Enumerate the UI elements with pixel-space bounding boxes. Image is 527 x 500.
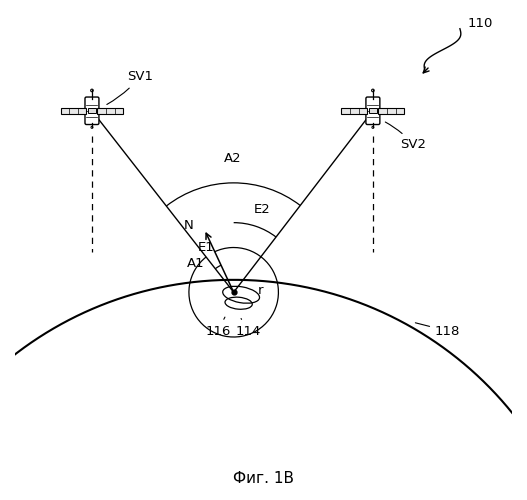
Text: 110: 110 <box>467 18 493 30</box>
Text: A1: A1 <box>187 258 204 270</box>
Bar <box>97 108 123 114</box>
Text: A2: A2 <box>225 152 242 166</box>
Text: Фиг. 1В: Фиг. 1В <box>233 471 294 486</box>
Text: N: N <box>183 218 193 232</box>
Bar <box>378 108 404 114</box>
Text: SV1: SV1 <box>107 70 153 104</box>
Bar <box>88 108 96 113</box>
Text: E1: E1 <box>198 241 215 254</box>
FancyBboxPatch shape <box>85 97 99 124</box>
Text: 118: 118 <box>415 323 461 338</box>
Bar <box>369 108 377 113</box>
Text: 116: 116 <box>205 317 230 338</box>
Text: SV2: SV2 <box>385 122 426 151</box>
Text: 114: 114 <box>236 318 261 338</box>
Text: E2: E2 <box>253 204 270 216</box>
Text: r: r <box>258 284 263 298</box>
FancyBboxPatch shape <box>366 97 380 124</box>
Bar <box>61 108 86 114</box>
Bar <box>341 108 367 114</box>
